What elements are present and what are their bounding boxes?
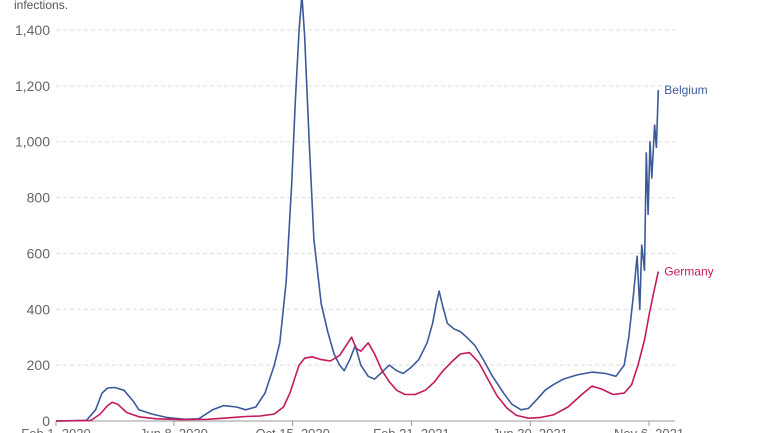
chart-note: infections. bbox=[14, 0, 69, 12]
y-axis: 0 200 400 600 800 1,000 1,200 1,400 bbox=[15, 22, 50, 429]
series-label-belgium: Belgium bbox=[664, 83, 707, 97]
series-line-belgium bbox=[55, 0, 660, 422]
series-lines bbox=[55, 0, 660, 422]
x-tick-label: Jun 8, 2020 bbox=[140, 426, 208, 433]
series-label-germany: Germany bbox=[664, 265, 713, 279]
x-axis: Feb 1, 2020 Jun 8, 2020 Oct 15, 2020 Feb 21… bbox=[21, 420, 684, 433]
y-tick-label: 1,200 bbox=[15, 78, 50, 94]
x-tick-label: Feb 21, 2021 bbox=[373, 426, 450, 433]
x-tick-label: Feb 1, 2020 bbox=[21, 426, 90, 433]
y-tick-label: 200 bbox=[27, 357, 51, 373]
y-tick-label: 1,400 bbox=[15, 22, 50, 38]
series-line-germany bbox=[55, 271, 660, 422]
x-tick-label: Oct 15, 2020 bbox=[255, 426, 329, 433]
y-tick-label: 0 bbox=[42, 413, 50, 429]
series-labels: Belgium Germany bbox=[664, 83, 713, 279]
x-tick-label: Nov 6, 2021 bbox=[614, 426, 684, 433]
y-tick-label: 1,000 bbox=[15, 134, 50, 150]
y-tick-label: 800 bbox=[27, 190, 51, 206]
y-tick-label: 400 bbox=[27, 301, 51, 317]
y-tick-label: 600 bbox=[27, 245, 51, 261]
gridlines bbox=[56, 29, 675, 366]
x-tick-label: Jun 30, 2021 bbox=[493, 426, 568, 433]
